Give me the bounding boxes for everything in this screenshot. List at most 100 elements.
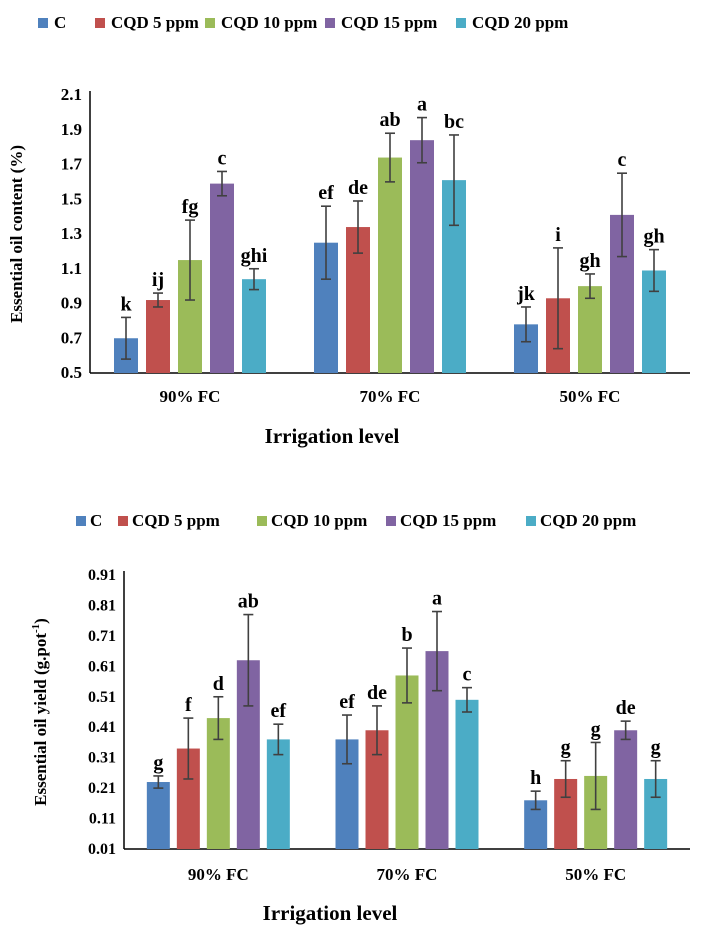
significance-letter: de <box>348 177 368 199</box>
bar <box>614 730 638 849</box>
legend-swatch <box>325 18 335 28</box>
x-tick-label: 90% FC <box>188 865 249 884</box>
x-axis-title: Irrigation level <box>263 901 398 925</box>
significance-letter: ab <box>238 591 259 613</box>
legend-label: CQD 20 ppm <box>472 13 568 32</box>
significance-letter: i <box>555 224 561 246</box>
legend-label: CQD 15 ppm <box>400 511 496 530</box>
bar <box>242 279 266 373</box>
x-axis-title: Irrigation level <box>265 424 400 448</box>
significance-letter: ef <box>318 182 334 204</box>
y-tick-label: 0.31 <box>88 750 116 767</box>
legend-swatch <box>257 516 267 526</box>
y-tick-label: 0.61 <box>88 658 116 675</box>
chart-1: C CQD 5 ppm CQD 10 ppm CQD 15 ppm CQD 20 ppm… <box>7 13 690 448</box>
significance-letter: g <box>591 718 601 740</box>
y-tick-label: 0.01 <box>88 841 116 858</box>
bar <box>584 775 608 849</box>
significance-letter: c <box>618 149 627 171</box>
significance-letter: ij <box>152 269 164 291</box>
bar <box>524 800 548 849</box>
significance-letter: jk <box>516 283 536 305</box>
x-tick-label: 70% FC <box>377 865 438 884</box>
significance-letter: a <box>417 94 427 116</box>
significance-letter: ab <box>379 109 400 131</box>
bar <box>578 286 602 373</box>
y-tick-label: 0.9 <box>61 294 82 313</box>
significance-letter: gh <box>579 250 600 272</box>
legend-label: C <box>54 13 66 32</box>
y-tick-label: 1.5 <box>61 189 82 208</box>
bar <box>210 183 234 373</box>
y-tick-label: 0.41 <box>88 719 116 736</box>
significance-letter: ef <box>271 700 287 722</box>
y-tick-label: 0.81 <box>88 597 116 614</box>
bar <box>425 651 449 849</box>
x-tick-label: 50% FC <box>565 865 626 884</box>
significance-letter: fg <box>182 196 199 218</box>
y-tick-label: 1.9 <box>61 120 82 139</box>
significance-letter: ef <box>339 691 355 713</box>
bar <box>554 778 578 849</box>
bar <box>266 739 290 849</box>
legend: C CQD 5 ppm CQD 10 ppm CQD 15 ppm CQD 20 ppm <box>76 511 636 530</box>
significance-letter: d <box>213 673 224 695</box>
legend-label: CQD 15 ppm <box>341 13 437 32</box>
bar <box>146 300 170 373</box>
y-tick-label: 1.1 <box>61 259 82 278</box>
x-tick-label: 90% FC <box>160 387 221 406</box>
legend-label: CQD 20 ppm <box>540 511 636 530</box>
y-tick-label: 2.1 <box>61 85 82 104</box>
legend-label: CQD 10 ppm <box>271 511 367 530</box>
legend-swatch <box>526 516 536 526</box>
y-axis-title: Essential oil yield (g.pot-1) <box>30 618 50 806</box>
legend: C CQD 5 ppm CQD 10 ppm CQD 15 ppm CQD 20 ppm <box>38 13 568 32</box>
legend-swatch <box>38 18 48 28</box>
y-tick-label: 0.5 <box>61 363 82 382</box>
legend-swatch <box>456 18 466 28</box>
legend-swatch <box>118 516 128 526</box>
bar <box>146 782 170 849</box>
legend-swatch <box>95 18 105 28</box>
significance-letter: gh <box>643 226 664 248</box>
significance-letter: b <box>401 624 412 646</box>
bar <box>644 778 668 849</box>
chart-2: C CQD 5 ppm CQD 10 ppm CQD 15 ppm CQD 20 ppm… <box>30 511 690 925</box>
y-tick-label: 0.51 <box>88 689 116 706</box>
significance-letter: a <box>432 588 442 610</box>
significance-letter: c <box>463 664 472 686</box>
significance-letter: c <box>218 147 227 169</box>
bar <box>236 660 260 849</box>
legend-label: CQD 10 ppm <box>221 13 317 32</box>
y-tick-label: 0.71 <box>88 628 116 645</box>
y-tick-label: 1.3 <box>61 224 82 243</box>
significance-letter: g <box>651 737 661 759</box>
y-axis-title: Essential oil content (%) <box>7 145 26 323</box>
legend-label: C <box>90 511 102 530</box>
significance-letter: ghi <box>241 245 268 267</box>
y-tick-label: 1.7 <box>61 155 83 174</box>
y-tick-label: 0.11 <box>89 811 116 828</box>
significance-letter: f <box>185 694 192 716</box>
legend-swatch <box>386 516 396 526</box>
bar <box>206 718 230 849</box>
significance-letter: h <box>530 767 541 789</box>
x-tick-label: 50% FC <box>560 387 621 406</box>
y-tick-label: 0.7 <box>61 328 83 347</box>
significance-letter: de <box>616 697 636 719</box>
bar <box>378 157 402 373</box>
legend-label: CQD 5 ppm <box>132 511 220 530</box>
bar <box>335 739 359 849</box>
significance-letter: g <box>153 752 163 774</box>
significance-letter: g <box>561 737 571 759</box>
y-tick-label: 0.21 <box>88 780 116 797</box>
y-tick-label: 0.91 <box>88 567 116 584</box>
bar <box>395 675 419 849</box>
legend-swatch <box>76 516 86 526</box>
bar <box>455 699 479 849</box>
significance-letter: bc <box>444 111 464 133</box>
legend-swatch <box>205 18 215 28</box>
significance-letter: de <box>367 682 387 704</box>
legend-label: CQD 5 ppm <box>111 13 199 32</box>
